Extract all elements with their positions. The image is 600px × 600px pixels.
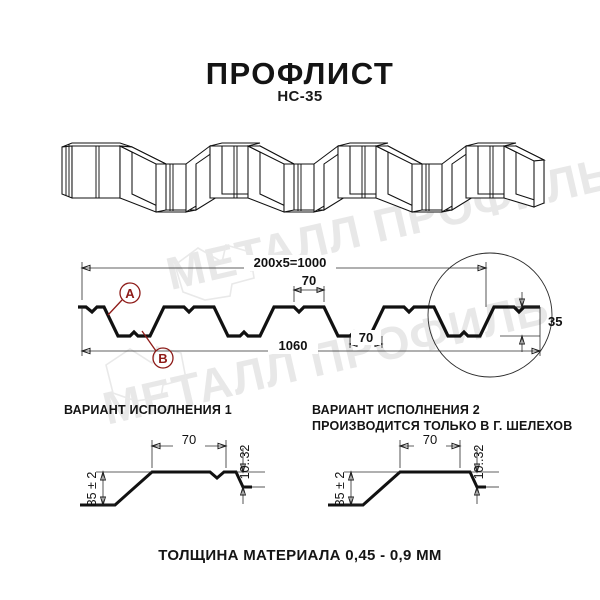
v2-dim-width: 70	[423, 432, 437, 447]
variant-1-profile	[80, 470, 252, 507]
v1-dim-height: 35 ± 2	[85, 472, 99, 507]
arrow-bottom-left	[80, 347, 91, 355]
dim-valley-width: 70	[359, 330, 373, 345]
variant-2-profile	[328, 470, 486, 507]
v1-arrow-flange-bottom	[239, 485, 247, 496]
v1-arrow-right	[217, 442, 228, 450]
dim-crest-width: 70	[302, 273, 316, 288]
marker-b-label: B	[158, 351, 167, 366]
metal-profil-logo-mark-1	[174, 243, 255, 301]
v1-dim-text-bg	[173, 432, 205, 448]
v2-arrow-right	[451, 442, 462, 450]
marker-a-leader	[107, 299, 123, 316]
arrow-height-bottom	[518, 334, 526, 345]
v2-arrow-flange-top	[473, 463, 481, 474]
marker-b-leader	[141, 330, 157, 352]
marker-b-circle	[152, 347, 174, 369]
v1-arrow-top	[99, 470, 107, 481]
dim-height: 35	[548, 314, 562, 329]
watermark-text-top: МЕТАЛЛ ПРОФИЛЬ	[161, 147, 600, 300]
v2-dim-text-bg	[414, 432, 446, 448]
arrow-crest-left	[292, 286, 302, 294]
dim-overall-top: 200x5=1000	[254, 255, 327, 270]
v2-dim-height: 35 ± 2	[333, 472, 347, 507]
arrow-bottom-right	[531, 347, 542, 355]
arrow-crest-right	[316, 286, 326, 294]
metal-profil-logo-mark-2	[105, 346, 187, 402]
material-thickness-label: ТОЛЩИНА МАТЕРИАЛА 0,45 - 0,9 ММ	[158, 547, 442, 564]
dim-text-bg-bottom	[268, 338, 318, 354]
v1-arrow-left	[150, 442, 161, 450]
arrow-top-left	[80, 264, 91, 272]
variant-1-title-line1: ВАРИАНТ ИСПОЛНЕНИЯ 1	[64, 403, 232, 417]
variant-2-title-line2: ПРОИЗВОДИТСЯ ТОЛЬКО В Г. ШЕЛЕХОВ	[312, 419, 573, 433]
detail-circle	[427, 252, 553, 378]
model-subtitle: НС-35	[277, 88, 323, 105]
variant-2-title-block: ВАРИАНТ ИСПОЛНЕНИЯ 2 ПРОИЗВОДИТСЯ ТОЛЬКО…	[312, 402, 572, 434]
v1-dim-width: 70	[182, 432, 196, 447]
v1-dim-flange: 10..32	[238, 445, 252, 480]
profile-polyline	[78, 305, 540, 338]
v1-arrow-flange-top	[239, 463, 247, 474]
arrow-valley-left	[348, 340, 358, 348]
dim-text-bg-top	[244, 255, 336, 271]
v2-arrow-left	[398, 442, 409, 450]
dim-text-bg-valley	[351, 330, 381, 345]
arrow-height-top	[518, 298, 526, 309]
dim-overall-bottom: 1060	[279, 338, 308, 353]
watermark-top-group: МЕТАЛЛ ПРОФИЛЬ	[161, 147, 600, 300]
v2-arrow-flange-bottom	[473, 485, 481, 496]
isometric-sheet-body	[61, 142, 546, 213]
v2-arrow-top	[347, 470, 355, 481]
marker-a-circle	[119, 282, 141, 304]
arrow-top-right	[477, 264, 488, 272]
v2-dim-flange: 10..32	[472, 445, 486, 480]
page-title: ПРОФЛИСТ	[205, 56, 395, 91]
v2-arrow-bottom	[347, 496, 355, 507]
arrow-valley-right	[374, 340, 384, 348]
variant-2-title-line1: ВАРИАНТ ИСПОЛНЕНИЯ 2	[312, 403, 480, 417]
v1-arrow-bottom	[99, 496, 107, 507]
variant-1-title-block: ВАРИАНТ ИСПОЛНЕНИЯ 1	[64, 402, 232, 418]
marker-a-label: A	[125, 286, 135, 301]
